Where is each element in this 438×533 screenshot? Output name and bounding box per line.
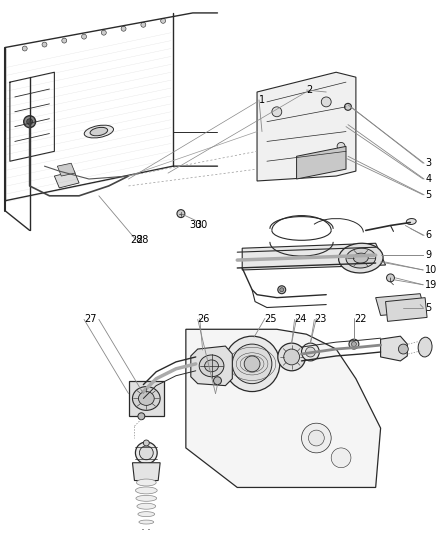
Circle shape [272,107,282,117]
Circle shape [331,448,351,467]
Ellipse shape [137,503,155,509]
Ellipse shape [139,446,153,460]
Circle shape [321,97,331,107]
Ellipse shape [199,355,224,377]
Circle shape [214,377,222,385]
Ellipse shape [135,442,157,464]
Polygon shape [132,463,160,481]
Polygon shape [385,297,427,321]
Text: 28: 28 [130,235,143,245]
Polygon shape [128,381,164,416]
Ellipse shape [84,125,113,138]
Polygon shape [257,72,356,181]
Circle shape [161,18,166,23]
Text: 25: 25 [264,314,276,325]
Circle shape [81,34,86,39]
Circle shape [22,46,27,51]
Polygon shape [54,171,79,188]
Ellipse shape [135,487,157,494]
Text: 1: 1 [259,95,265,105]
Circle shape [301,423,331,453]
Circle shape [224,336,280,392]
Ellipse shape [346,248,376,268]
Text: 23: 23 [314,314,327,325]
Text: 9: 9 [425,250,431,260]
Circle shape [42,42,47,47]
Text: 22: 22 [354,314,367,325]
Circle shape [141,22,146,27]
Ellipse shape [339,243,383,273]
Text: 27: 27 [84,314,96,325]
Polygon shape [376,294,425,316]
Circle shape [301,343,319,361]
Text: 3: 3 [425,158,431,168]
Ellipse shape [90,127,108,136]
Ellipse shape [418,337,432,357]
Text: 4: 4 [425,174,431,184]
Polygon shape [186,329,381,488]
Circle shape [244,356,260,372]
Circle shape [284,349,300,365]
Circle shape [351,342,357,346]
Polygon shape [381,336,407,361]
Circle shape [278,286,286,294]
Circle shape [232,344,272,384]
Text: 6: 6 [425,230,431,240]
Text: 30: 30 [196,221,208,230]
Ellipse shape [136,495,157,502]
Text: 19: 19 [425,280,438,290]
Ellipse shape [138,512,155,516]
Text: 30: 30 [190,221,202,230]
Polygon shape [57,163,75,176]
Ellipse shape [205,360,219,372]
Circle shape [62,38,67,43]
Text: 28: 28 [136,235,149,245]
Circle shape [121,26,126,31]
Text: 5: 5 [425,190,431,200]
Circle shape [308,430,324,446]
Text: 24: 24 [295,314,307,325]
Circle shape [345,103,351,110]
Ellipse shape [139,520,154,524]
Circle shape [278,343,305,371]
Polygon shape [242,243,385,270]
Circle shape [387,274,395,282]
Circle shape [280,288,284,292]
Circle shape [177,209,185,217]
Circle shape [138,413,145,419]
Circle shape [337,142,345,150]
Circle shape [24,116,35,127]
Ellipse shape [138,392,154,406]
Circle shape [399,344,408,354]
Ellipse shape [132,386,160,410]
Ellipse shape [136,479,156,486]
Ellipse shape [353,253,368,263]
Circle shape [305,347,315,357]
Circle shape [349,339,359,349]
Circle shape [27,119,32,125]
Text: 10: 10 [425,265,438,275]
Ellipse shape [406,219,416,224]
Circle shape [101,30,106,35]
Text: 5: 5 [425,303,431,312]
Circle shape [143,440,149,446]
Text: 2: 2 [307,85,313,95]
Polygon shape [297,147,346,179]
Polygon shape [191,346,232,386]
Text: 26: 26 [198,314,210,325]
